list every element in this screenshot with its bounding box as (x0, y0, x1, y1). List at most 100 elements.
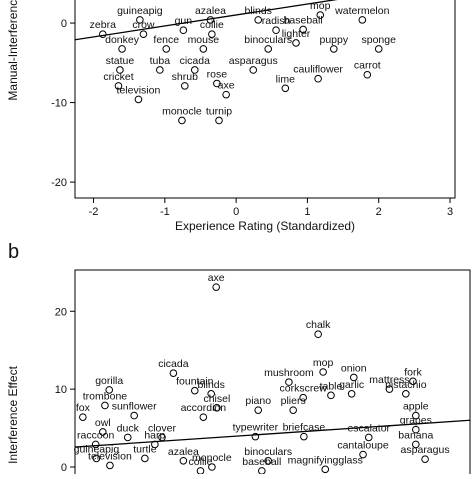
point-label: radish (262, 15, 291, 27)
point (409, 377, 417, 386)
point (358, 16, 367, 24)
point-label: television (117, 84, 161, 96)
point (79, 413, 87, 421)
point (116, 66, 124, 74)
point-label: binoculars (244, 446, 292, 458)
y-tick-label: 0 (61, 462, 67, 474)
point (412, 425, 420, 434)
y-tick-label: 20 (55, 306, 67, 318)
x-tick-label: 0 (233, 206, 239, 218)
point-label: collie (189, 456, 213, 468)
point (199, 45, 208, 53)
point (196, 467, 205, 475)
point-label: apple (403, 401, 429, 413)
point (92, 454, 101, 463)
point (213, 404, 221, 412)
point-label: azalea (168, 446, 199, 458)
y-tick-label: 10 (55, 384, 67, 396)
point (179, 26, 188, 35)
point-label: crow (132, 19, 155, 31)
point-label: raccoon (77, 429, 115, 441)
point (190, 386, 199, 395)
point-label: garlic (339, 379, 364, 391)
point-label: carrot (354, 60, 381, 72)
point-label: gorilla (95, 375, 123, 387)
point-label: cicada (180, 55, 211, 67)
point (178, 116, 186, 125)
point (156, 66, 164, 74)
point (141, 454, 149, 463)
point (134, 95, 143, 104)
point (321, 465, 330, 474)
point-label: baseball (242, 456, 281, 468)
point-label: onion (341, 362, 367, 374)
point (300, 432, 308, 441)
point-label: asparagus (229, 55, 278, 67)
point (264, 456, 273, 465)
point-label: tuba (150, 55, 171, 67)
point-label: watermelon (334, 5, 389, 17)
point-label: escalator (347, 422, 390, 434)
point (101, 401, 109, 410)
point (347, 390, 356, 398)
point (316, 11, 325, 19)
point (136, 16, 144, 24)
plot-frame (74, 269, 471, 479)
point-label: clover (148, 422, 177, 434)
point (118, 45, 126, 53)
point-label: piano (245, 395, 271, 407)
point-label: lighter (282, 28, 311, 40)
y-axis-title: Interference Effect (6, 365, 20, 464)
point (162, 45, 171, 53)
point-label: harp (144, 429, 165, 441)
point-label: collie (200, 19, 224, 31)
point-label: zebra (90, 19, 116, 31)
point (264, 45, 273, 53)
point-label: mushroom (264, 367, 314, 379)
point (158, 433, 166, 442)
point (151, 440, 159, 449)
point-label: typewriter (233, 422, 279, 434)
trend-line (75, 419, 470, 448)
point-label: banana (398, 429, 433, 441)
point (349, 373, 358, 382)
point (289, 406, 297, 414)
point-label: donkey (105, 34, 140, 46)
point (99, 428, 107, 436)
point-label: turtle (133, 443, 157, 455)
point (402, 390, 410, 398)
x-axis-title: Experience Rating (Standardized) (175, 219, 355, 233)
point (222, 90, 230, 99)
plot-frame (74, 0, 456, 199)
point-label: turnip (206, 105, 232, 117)
point (199, 413, 208, 421)
point-label: chalk (306, 319, 331, 331)
point-label: monocle (162, 105, 202, 117)
point (190, 66, 199, 74)
point (179, 456, 188, 465)
point-label: guineapig (117, 5, 163, 17)
y-tick-label: -20 (51, 177, 67, 189)
point-label: fork (404, 366, 422, 378)
point-label: statue (106, 55, 135, 67)
point-label: sunflower (112, 401, 157, 413)
point-label: shrub (172, 71, 198, 83)
point (91, 440, 100, 449)
point (412, 411, 420, 420)
point (254, 16, 263, 24)
point-label: mattress (369, 374, 409, 386)
point (319, 368, 327, 376)
point-label: fountain (176, 376, 214, 388)
point-label: mop (313, 357, 334, 369)
point (105, 386, 114, 394)
point (299, 25, 307, 34)
point-label: binoculars (244, 34, 292, 46)
point (374, 45, 383, 53)
point (421, 455, 429, 464)
point-label: axe (218, 80, 235, 92)
point-label: fox (76, 402, 91, 414)
panel-label: b (8, 241, 19, 263)
point (254, 406, 263, 414)
point (208, 30, 216, 38)
